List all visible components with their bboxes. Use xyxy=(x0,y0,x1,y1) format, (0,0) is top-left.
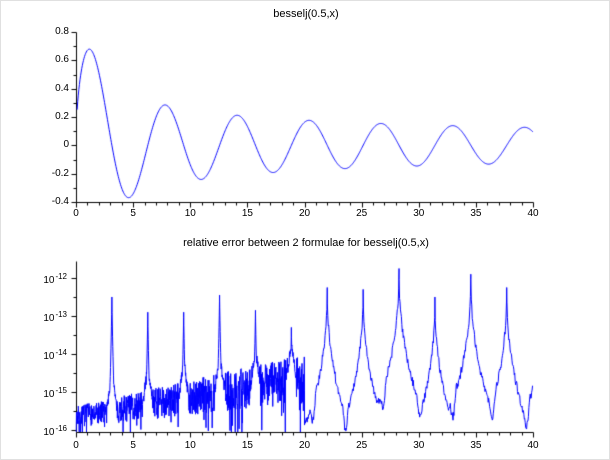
y-tick-label-log: 10-13 xyxy=(43,310,67,324)
y-tick-label: 0.8 xyxy=(55,26,69,37)
relative-error-chart: relative error between 2 formulae for be… xyxy=(1,231,609,459)
y-tick-label: -0.4 xyxy=(51,196,69,207)
bessel-plot-canvas xyxy=(1,1,609,231)
y-tick-label-log: 10-14 xyxy=(43,348,67,362)
x-tick-label: 10 xyxy=(184,440,196,451)
x-tick-label: 0 xyxy=(73,440,79,451)
x-tick-label: 30 xyxy=(413,440,425,451)
y-tick-label: 0.4 xyxy=(55,82,69,94)
x-tick-label: 40 xyxy=(527,208,539,219)
x-tick-label: 20 xyxy=(298,440,311,451)
x-tick-label: 10 xyxy=(184,208,196,219)
x-tick-label: 15 xyxy=(241,208,253,219)
y-tick-label: -0.2 xyxy=(51,167,69,179)
y-tick-label-log: 10-12 xyxy=(43,272,67,286)
y-tick-label: 0.2 xyxy=(55,111,69,122)
x-tick-label: 35 xyxy=(470,440,482,451)
x-tick-label: 5 xyxy=(130,208,136,219)
x-tick-label: 20 xyxy=(298,208,311,219)
y-tick-label: 0 xyxy=(63,139,69,151)
x-tick-label: 25 xyxy=(356,208,368,219)
bessel-chart: besselj(0.5,x) 0 5 10 15 20 25 30 35 40 0.8 0.6 0.4… xyxy=(1,1,609,231)
x-tick-label: 30 xyxy=(413,208,425,219)
x-tick-label: 0 xyxy=(73,208,79,219)
y-tick-label-log: 10-16 xyxy=(43,424,67,438)
x-tick-label: 40 xyxy=(527,440,539,451)
y-tick-label-log: 10-15 xyxy=(43,386,67,400)
x-tick-label: 5 xyxy=(130,440,136,451)
bessel-chart-title: besselj(0.5,x) xyxy=(273,8,339,20)
relative-error-plot-canvas xyxy=(1,231,609,459)
y-tick-label: 0.6 xyxy=(55,54,69,66)
x-tick-label: 35 xyxy=(470,208,482,219)
relative-error-chart-title: relative error between 2 formulae for be… xyxy=(183,237,429,249)
x-tick-label: 25 xyxy=(356,440,368,451)
x-tick-label: 15 xyxy=(241,440,253,451)
